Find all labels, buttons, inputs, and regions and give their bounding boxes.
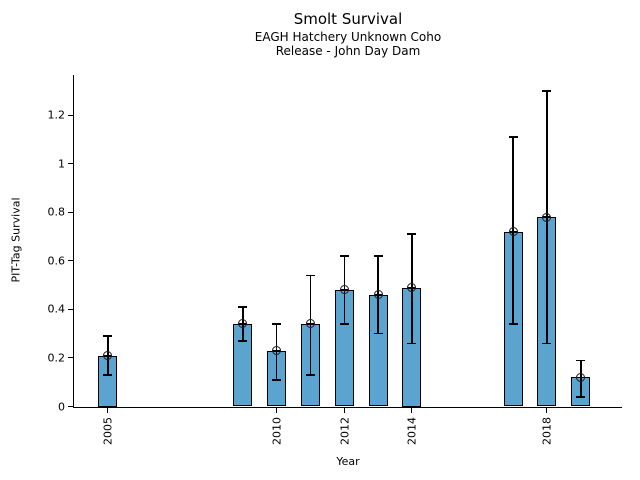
point-marker-2018 (542, 212, 552, 222)
x-axis-spine (73, 406, 622, 408)
error-cap-top-2011 (305, 274, 315, 277)
x-tick-label: 2014 (405, 417, 419, 445)
error-cap-bottom-2018 (542, 342, 552, 345)
y-tick-label: 0.4 (47, 302, 66, 316)
error-cap-top-2014 (407, 233, 417, 235)
point-marker-cross-2018 (543, 216, 551, 218)
y-tick-mark (68, 357, 73, 359)
point-marker-2009 (238, 319, 248, 329)
error-cap-top-2018 (542, 90, 552, 92)
chart-subtitle-line1: EAGH Hatchery Unknown Coho (254, 30, 442, 44)
y-tick-label: 1 (58, 157, 65, 171)
y-tick-mark (68, 260, 73, 262)
point-marker-cross-2009 (239, 323, 247, 325)
x-tick-mark (107, 407, 109, 413)
y-tick-label: 0.8 (47, 205, 66, 219)
error-cap-bottom-2012 (339, 323, 349, 325)
point-marker-2010 (272, 346, 282, 356)
y-tick-label: 0 (58, 400, 65, 413)
point-marker-cross-2012 (340, 289, 348, 291)
point-marker-cross-2005 (104, 354, 112, 357)
y-tick-label: 0.2 (47, 351, 66, 365)
error-cap-top-2013 (373, 255, 383, 257)
error-cap-bottom-2019 (576, 396, 586, 398)
point-marker-cross-2017 (509, 231, 517, 233)
y-tick-mark (68, 163, 73, 165)
point-marker-cross-2010 (273, 350, 281, 352)
y-tick-mark (68, 308, 73, 310)
error-cap-top-2009 (238, 306, 248, 308)
y-tick-label: 1.2 (47, 108, 66, 122)
error-cap-bottom-2017 (508, 323, 518, 325)
point-marker-2019 (576, 372, 586, 382)
y-axis-spine (73, 75, 74, 408)
x-tick-mark (343, 407, 345, 413)
chart-title: Smolt Survival (293, 10, 403, 28)
error-cap-bottom-2009 (238, 340, 248, 342)
error-cap-top-2012 (339, 255, 349, 257)
y-tick-mark (68, 211, 73, 213)
x-tick-label: 2010 (270, 417, 284, 445)
x-tick-mark (546, 407, 548, 413)
error-cap-top-2010 (272, 323, 282, 325)
x-tick-label: 2012 (338, 417, 352, 445)
x-tick-mark (411, 407, 413, 413)
point-marker-2011 (305, 319, 315, 329)
error-cap-bottom-2010 (272, 379, 282, 381)
error-cap-bottom-2011 (305, 374, 315, 376)
x-tick-label: 2018 (540, 417, 554, 445)
point-marker-cross-2014 (408, 286, 416, 289)
point-marker-2013 (373, 290, 383, 300)
x-tick-mark (276, 407, 278, 413)
error-cap-bottom-2014 (407, 342, 417, 345)
error-cap-bottom-2005 (103, 374, 113, 376)
x-axis-label: Year (336, 455, 360, 468)
y-tick-mark (68, 406, 73, 407)
error-cap-top-2017 (508, 136, 518, 138)
point-marker-2005 (103, 351, 113, 360)
error-cap-top-2005 (103, 335, 113, 337)
chart-subtitle-line2: Release - John Day Dam (275, 44, 421, 58)
point-marker-2017 (508, 227, 518, 237)
point-marker-cross-2019 (577, 376, 585, 378)
point-marker-2014 (407, 283, 417, 292)
point-marker-cross-2013 (374, 294, 382, 296)
y-axis-label: PIT-Tag Survival (9, 197, 23, 283)
error-cap-bottom-2013 (373, 332, 383, 335)
point-marker-cross-2011 (306, 323, 314, 325)
y-tick-label: 0.6 (47, 254, 66, 268)
point-marker-2012 (339, 285, 349, 295)
x-tick-label: 2005 (101, 417, 115, 445)
y-tick-mark (68, 114, 73, 116)
error-cap-top-2019 (576, 359, 586, 362)
